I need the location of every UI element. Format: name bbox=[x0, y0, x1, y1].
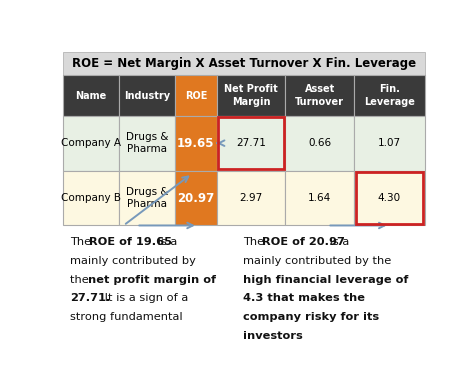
Bar bbox=[285, 116, 354, 171]
Text: investors: investors bbox=[243, 331, 303, 341]
Text: 2.97: 2.97 bbox=[239, 193, 263, 203]
Text: ROE of 20.97: ROE of 20.97 bbox=[262, 237, 345, 247]
Bar bbox=[217, 75, 285, 116]
Text: net profit margin of: net profit margin of bbox=[88, 274, 216, 285]
Bar bbox=[217, 116, 285, 171]
Text: company risky for its: company risky for its bbox=[243, 312, 379, 322]
Text: strong fundamental: strong fundamental bbox=[70, 312, 183, 322]
Text: 4.3 that makes the: 4.3 that makes the bbox=[243, 293, 365, 303]
Text: ROE = Net Margin X Asset Turnover X Fin. Leverage: ROE = Net Margin X Asset Turnover X Fin.… bbox=[72, 57, 416, 70]
Text: 27.71.: 27.71. bbox=[70, 293, 110, 303]
Text: is a: is a bbox=[326, 237, 350, 247]
Text: Net Profit
Margin: Net Profit Margin bbox=[224, 84, 278, 107]
Bar bbox=[175, 116, 217, 171]
Text: 4.30: 4.30 bbox=[378, 193, 401, 203]
Text: 27.71: 27.71 bbox=[236, 138, 266, 148]
Text: is a: is a bbox=[154, 237, 177, 247]
Text: 20.97: 20.97 bbox=[177, 192, 215, 204]
Bar bbox=[217, 171, 285, 225]
Text: The: The bbox=[70, 237, 95, 247]
Bar bbox=[175, 75, 217, 116]
Bar bbox=[63, 52, 425, 75]
Text: ROE of 19.65: ROE of 19.65 bbox=[90, 237, 173, 247]
Bar bbox=[119, 116, 175, 171]
Text: Drugs &
Pharma: Drugs & Pharma bbox=[126, 187, 168, 209]
Bar bbox=[354, 116, 425, 171]
Text: Fin.
Leverage: Fin. Leverage bbox=[364, 84, 415, 107]
Bar bbox=[63, 75, 119, 116]
Text: Industry: Industry bbox=[124, 90, 170, 101]
Bar bbox=[63, 171, 119, 225]
Text: 1.07: 1.07 bbox=[378, 138, 401, 148]
Text: 1.64: 1.64 bbox=[308, 193, 331, 203]
Bar bbox=[175, 171, 217, 225]
Text: Asset
Turnover: Asset Turnover bbox=[295, 84, 344, 107]
Text: ROE: ROE bbox=[185, 90, 207, 101]
Bar bbox=[285, 75, 354, 116]
Bar bbox=[354, 75, 425, 116]
Bar bbox=[119, 171, 175, 225]
Text: the: the bbox=[70, 274, 92, 285]
Text: mainly contributed by the: mainly contributed by the bbox=[243, 256, 391, 266]
Bar bbox=[354, 171, 425, 225]
Bar bbox=[356, 172, 423, 224]
Text: Company B: Company B bbox=[61, 193, 121, 203]
Bar bbox=[285, 171, 354, 225]
Text: Name: Name bbox=[75, 90, 107, 101]
Text: It is a sign of a: It is a sign of a bbox=[101, 293, 189, 303]
Text: The: The bbox=[243, 237, 268, 247]
Text: 0.66: 0.66 bbox=[308, 138, 331, 148]
Text: 19.65: 19.65 bbox=[177, 136, 215, 150]
Bar bbox=[218, 117, 284, 170]
Text: Drugs &
Pharma: Drugs & Pharma bbox=[126, 132, 168, 154]
Bar bbox=[119, 75, 175, 116]
Text: high financial leverage of: high financial leverage of bbox=[243, 274, 408, 285]
Text: Company A: Company A bbox=[61, 138, 121, 148]
Text: mainly contributed by: mainly contributed by bbox=[70, 256, 196, 266]
Bar bbox=[63, 116, 119, 171]
